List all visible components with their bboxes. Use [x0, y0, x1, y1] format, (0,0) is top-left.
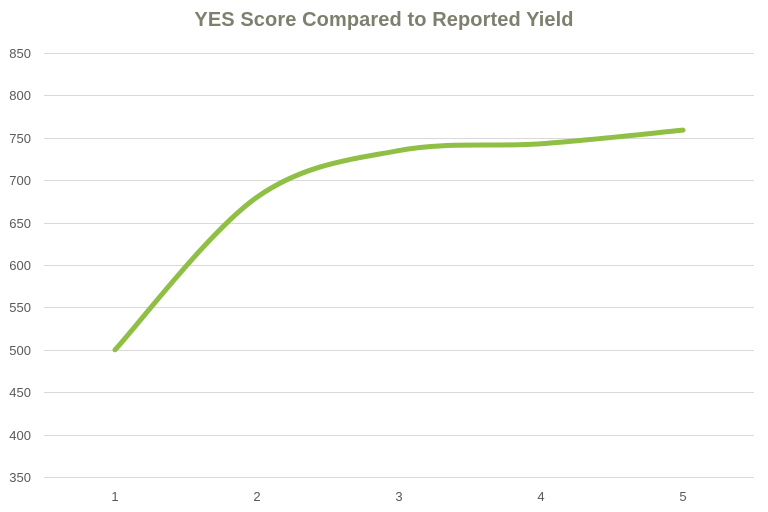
x-tick-label: 1 — [111, 489, 118, 504]
y-tick-label: 500 — [9, 343, 31, 358]
x-tick-label: 5 — [679, 489, 686, 504]
chart-title: YES Score Compared to Reported Yield — [194, 9, 574, 31]
y-tick-label: 650 — [9, 216, 31, 231]
x-tick-label: 3 — [395, 489, 402, 504]
x-tick-label: 4 — [537, 489, 544, 504]
y-axis-ticks: 350 400 450 500 550 600 650 700 750 800 850 — [9, 46, 31, 485]
series-group — [112, 127, 686, 353]
y-tick-label: 400 — [9, 428, 31, 443]
y-tick-label: 700 — [9, 173, 31, 188]
y-tick-label: 550 — [9, 300, 31, 315]
gridlines — [44, 53, 754, 478]
y-tick-label: 850 — [9, 46, 31, 61]
y-tick-label: 800 — [9, 88, 31, 103]
y-tick-label: 350 — [9, 470, 31, 485]
x-axis-ticks: 1 2 3 4 5 — [111, 489, 686, 504]
y-tick-label: 600 — [9, 258, 31, 273]
x-tick-label: 2 — [253, 489, 260, 504]
y-tick-label: 450 — [9, 385, 31, 400]
y-tick-label: 750 — [9, 131, 31, 146]
series-line — [112, 127, 686, 353]
